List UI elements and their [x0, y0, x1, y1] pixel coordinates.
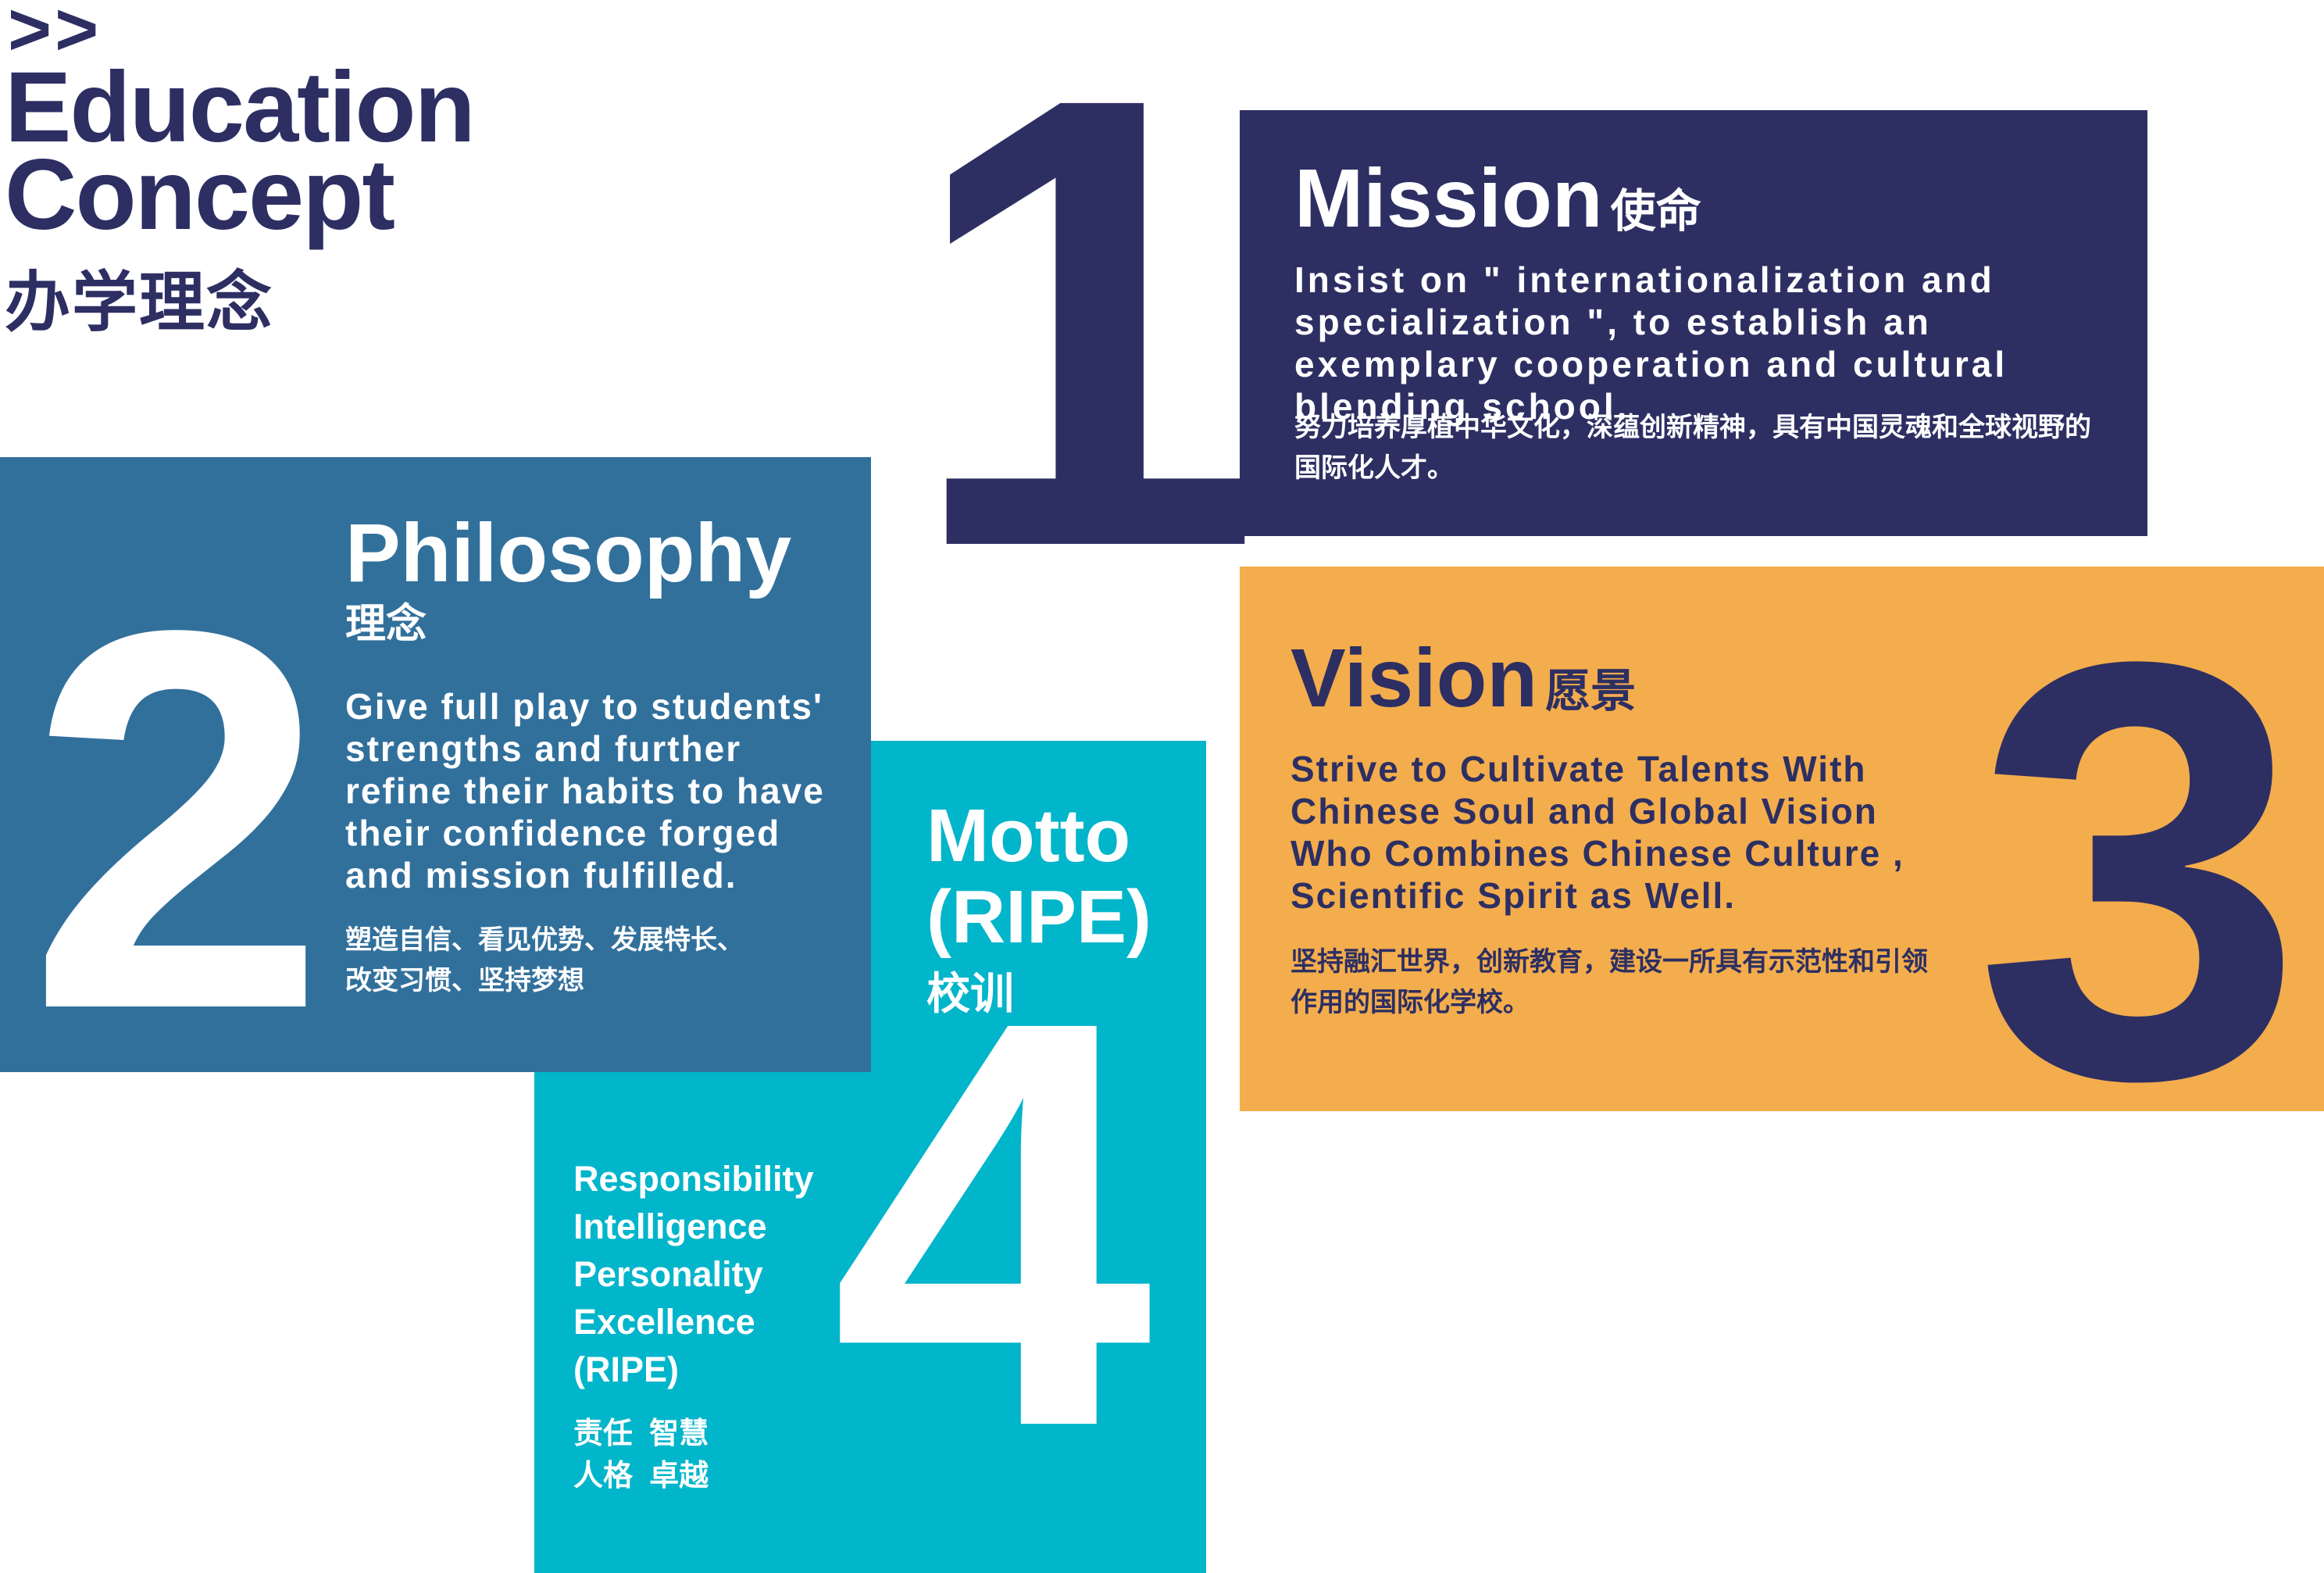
philosophy-body-cn: 塑造自信、看见优势、发展特长、 改变习惯、坚持梦想: [345, 920, 830, 1001]
motto-cn-line1: 责任 智慧: [573, 1417, 709, 1450]
philosophy-title-cn: 理念: [345, 602, 427, 647]
vision-body: Strive to Cultivate Talents With Chinese…: [1291, 749, 1905, 916]
page-title-line2: Concept: [5, 139, 395, 251]
motto-cn-line2: 人格 卓越: [573, 1460, 709, 1493]
vision-panel: 3 Vision 愿景 Strive to Cultivate Talents W…: [1240, 567, 2324, 1168]
philosophy-number: 2: [27, 519, 327, 1121]
mission-panel: Mission 使命 Insist on " internationalizati…: [1240, 110, 2147, 536]
philosophy-cn-line2: 改变习惯、坚持梦想: [345, 966, 584, 996]
mission-title: Mission 使命: [1294, 157, 1701, 240]
vision-number: 3: [1974, 539, 2304, 1203]
philosophy-cn-line1: 塑造自信、看见优势、发展特长、: [345, 925, 744, 955]
philosophy-body: Give full play to students' strengths an…: [345, 686, 825, 896]
philosophy-panel: 2 Philosophy 理念 Give full play to studen…: [0, 457, 871, 1090]
vision-title-cn: 愿景: [1545, 666, 1637, 717]
motto-item: Excellence: [573, 1302, 755, 1342]
motto-title: Motto (RIPE): [926, 795, 1151, 958]
vision-title: Vision 愿景: [1291, 637, 1636, 720]
motto-title-line2: (RIPE): [926, 875, 1151, 959]
page-title-line1: Education: [5, 52, 476, 163]
page-title-cn: 办学理念: [5, 266, 274, 339]
vision-title-en: Vision: [1291, 632, 1538, 724]
page-title: Education Concept: [5, 52, 476, 251]
mission-number: 1: [906, 0, 1263, 680]
motto-item: Personality: [573, 1254, 763, 1294]
motto-title-line1: Motto: [926, 794, 1131, 878]
motto-number: 4: [831, 900, 1153, 1546]
philosophy-title: Philosophy: [345, 507, 792, 599]
motto-title-cn: 校训: [926, 969, 1014, 1018]
motto-item: (RIPE): [573, 1350, 679, 1389]
motto-item: Intelligence: [573, 1207, 767, 1246]
mission-body-cn: 努力培养厚植中华文化，深蕴创新精神，具有中国灵魂和全球视野的国际化人才。: [1294, 413, 2091, 483]
motto-list: Responsibility Intelligence Personality …: [573, 1155, 814, 1393]
mission-title-en: Mission: [1294, 152, 1603, 245]
mission-title-cn: 使命: [1610, 186, 1701, 237]
header-chevrons: >>: [8, 0, 102, 71]
motto-body-cn: 责任 智慧 人格 卓越: [573, 1413, 709, 1497]
motto-item: Responsibility: [573, 1159, 814, 1199]
vision-body-cn: 坚持融汇世界，创新教育，建设一所具有示范性和引领作用的国际化学校。: [1291, 947, 1928, 1017]
mission-body: Insist on " internationalization and spe…: [1294, 259, 2008, 427]
